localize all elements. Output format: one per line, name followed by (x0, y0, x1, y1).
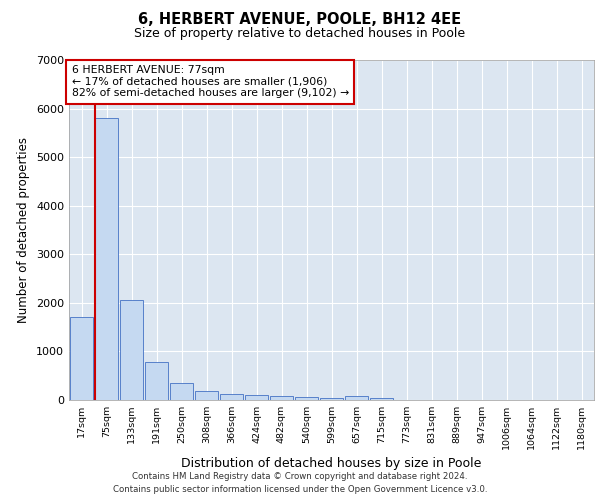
Bar (320, 398, 343, 400)
Text: 6 HERBERT AVENUE: 77sqm
← 17% of detached houses are smaller (1,906)
82% of semi: 6 HERBERT AVENUE: 77sqm ← 17% of detache… (71, 65, 349, 98)
Bar (145, 362, 168, 400)
Bar (120, 300, 143, 400)
Bar (170, 384, 193, 400)
Bar (195, 391, 218, 400)
Bar (95, 118, 118, 400)
Text: 6, HERBERT AVENUE, POOLE, BH12 4EE: 6, HERBERT AVENUE, POOLE, BH12 4EE (139, 12, 461, 28)
X-axis label: Distribution of detached houses by size in Poole: Distribution of detached houses by size … (181, 458, 482, 470)
Bar (70, 318, 93, 400)
Bar (295, 398, 318, 400)
Y-axis label: Number of detached properties: Number of detached properties (17, 137, 31, 323)
Bar (270, 396, 293, 400)
Bar (370, 398, 393, 400)
Text: Contains HM Land Registry data © Crown copyright and database right 2024.
Contai: Contains HM Land Registry data © Crown c… (113, 472, 487, 494)
Text: Size of property relative to detached houses in Poole: Size of property relative to detached ho… (134, 28, 466, 40)
Bar (245, 396, 268, 400)
Bar (220, 394, 243, 400)
Bar (345, 396, 368, 400)
